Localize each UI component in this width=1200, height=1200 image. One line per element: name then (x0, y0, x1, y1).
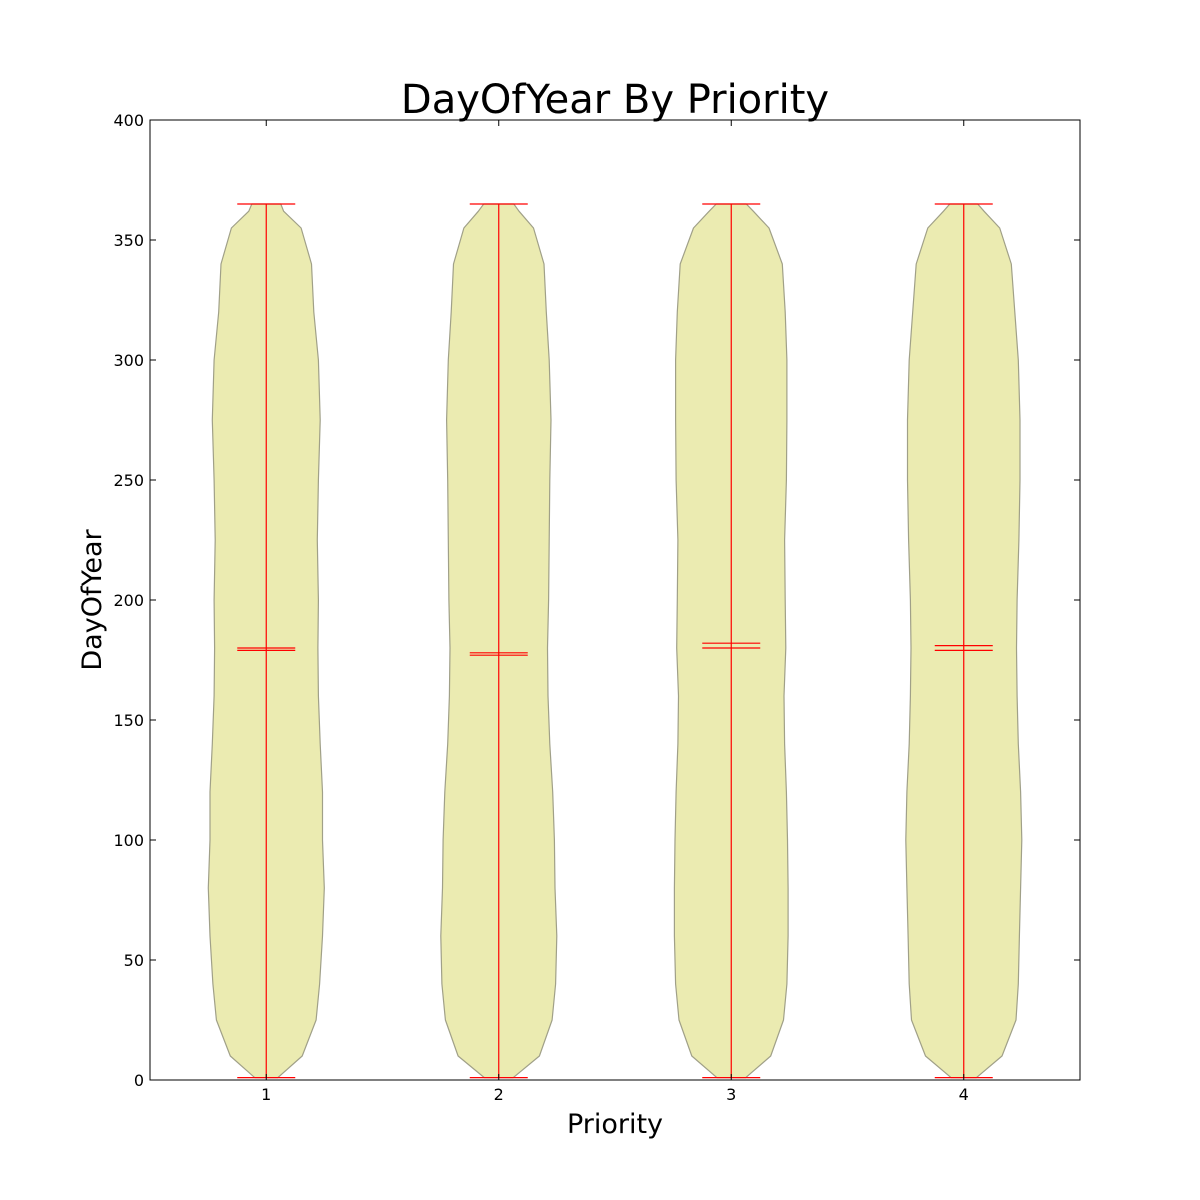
chart-title: DayOfYear By Priority (401, 77, 829, 123)
ticks-layer: 0 50 100 150 200 250 300 350 400 1 2 3 4 (113, 111, 1080, 1104)
y-axis-label: DayOfYear (77, 528, 108, 670)
x-tick-label: 1 (261, 1085, 271, 1104)
violins-layer (207, 203, 1023, 1079)
y-tick-label: 0 (134, 1071, 144, 1090)
y-tick-label: 150 (113, 711, 144, 730)
x-tick-label: 4 (959, 1085, 969, 1104)
y-tick-label: 400 (113, 111, 144, 130)
y-tick-label: 100 (113, 831, 144, 850)
y-tick-label: 300 (113, 351, 144, 370)
y-tick-label: 350 (113, 231, 144, 250)
plot-frame (149, 119, 1081, 1081)
y-tick-label: 50 (124, 951, 144, 970)
x-axis-label: Priority (567, 1109, 663, 1140)
y-tick-label: 250 (113, 471, 144, 490)
x-tick-label: 3 (726, 1085, 736, 1104)
y-tick-label: 200 (113, 591, 144, 610)
x-tick-label: 2 (494, 1085, 504, 1104)
